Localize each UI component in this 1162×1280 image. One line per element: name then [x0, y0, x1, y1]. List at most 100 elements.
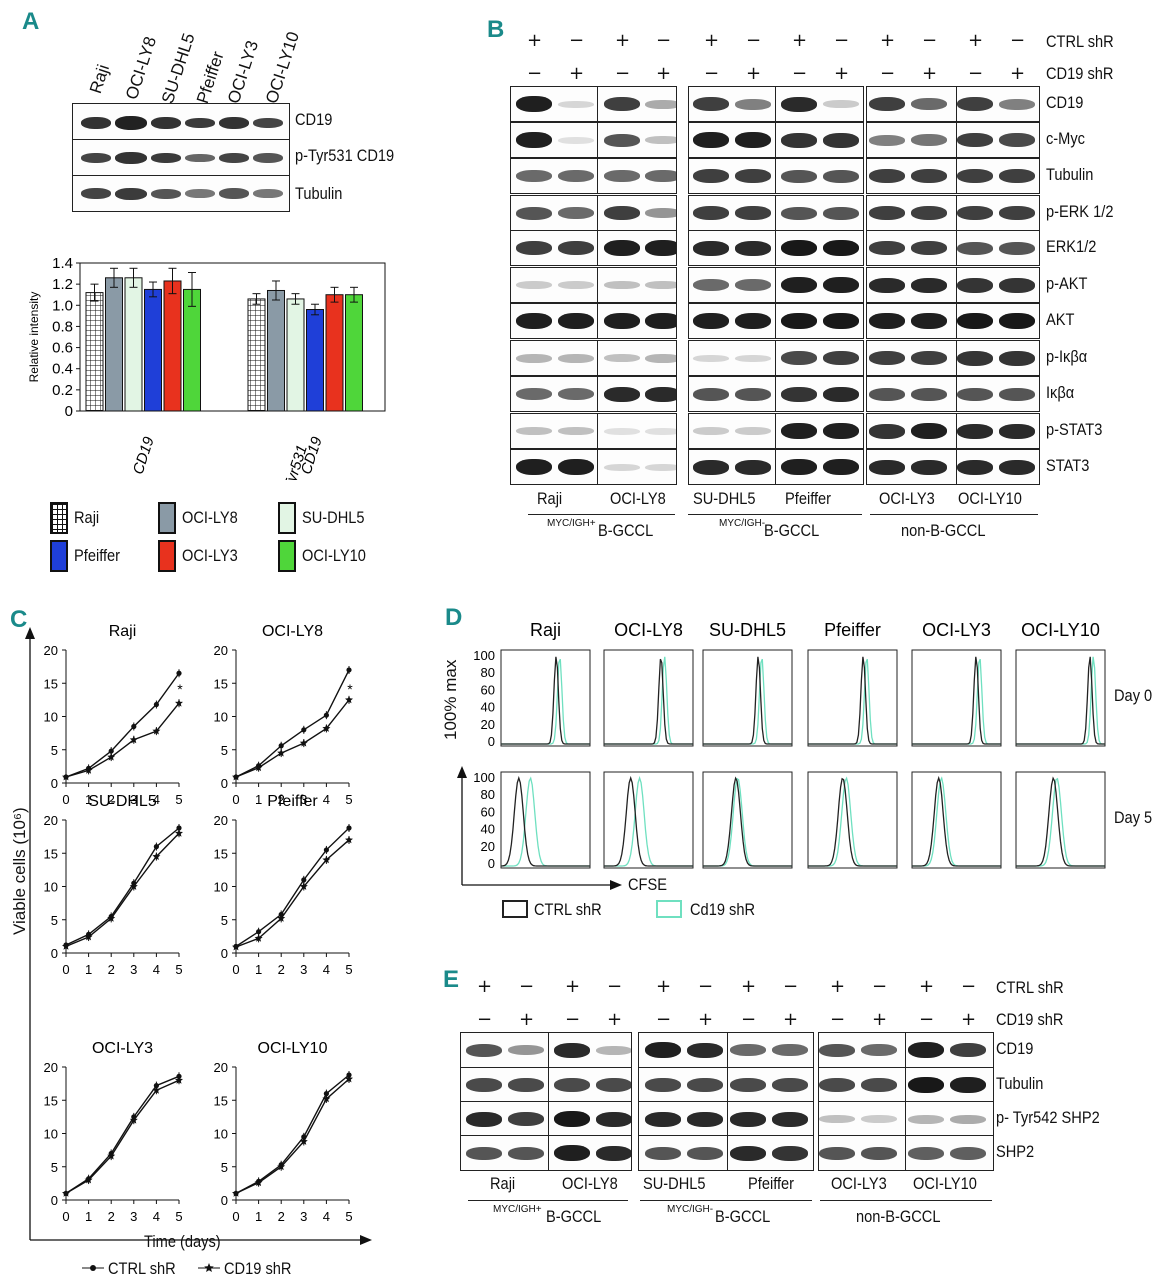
legend-label: OCI-LY10 [302, 546, 366, 565]
band [693, 97, 729, 111]
band [957, 387, 993, 401]
data-point [129, 735, 138, 744]
blot-cell [510, 158, 677, 194]
band [516, 132, 552, 148]
band [735, 279, 771, 291]
x-tick-label: 5 [345, 1209, 352, 1224]
band [781, 240, 817, 256]
cd19-sign: − [792, 63, 808, 84]
cd19-sign: − [704, 63, 720, 84]
legend-swatch-oci-ly8 [158, 502, 176, 534]
band [516, 96, 552, 112]
band [957, 459, 993, 475]
lane-label: OCI-LY3 [224, 38, 263, 106]
band [957, 277, 993, 293]
band [869, 459, 905, 475]
histogram-box [1015, 771, 1106, 869]
band [558, 281, 594, 289]
ctrl-sign: − [1010, 30, 1026, 51]
day0-label: Day 0 [1114, 686, 1153, 705]
cd19-shr-label: CD19 shR [996, 1010, 1064, 1029]
cd19-sign: + [872, 1009, 888, 1030]
x-tick-label: 5 [175, 962, 182, 977]
y-tick-label: 20 [481, 717, 495, 732]
lane-label: SU-DHL5 [158, 30, 199, 106]
blot-cell [510, 340, 677, 376]
group-label: non-B-GCCL [856, 1207, 941, 1226]
panel-d-xlabel: CFSE [628, 875, 667, 894]
x-tick-label: 0 [62, 792, 69, 807]
band [558, 136, 594, 144]
band [772, 1078, 808, 1092]
band [645, 463, 676, 471]
band [466, 1146, 502, 1160]
data-point [84, 932, 93, 941]
y-tick-label: 20 [214, 1060, 228, 1075]
group-label: CD19 [298, 434, 326, 476]
x-tick-label: 1 [85, 792, 92, 807]
y-tick-label: 10 [214, 1127, 228, 1142]
blot-cell [818, 1135, 994, 1171]
x-tick-label: 3 [300, 792, 307, 807]
group-label: B-GCCL [598, 521, 654, 540]
x-tick-label: 5 [345, 962, 352, 977]
band [999, 423, 1035, 439]
band [558, 427, 594, 435]
data-point [129, 882, 138, 890]
bar [247, 298, 266, 412]
blot-cell [510, 195, 677, 231]
group-sup: MYC/IGH+ [493, 1204, 542, 1215]
band [735, 98, 771, 110]
cd19-sign: + [746, 63, 762, 84]
band [911, 134, 947, 146]
x-tick-label: 2 [108, 792, 115, 807]
data-point [232, 772, 240, 781]
data-point [299, 738, 308, 747]
band [558, 207, 594, 219]
blot-cell [510, 230, 677, 266]
x-tick-label: 1 [85, 962, 92, 977]
band [735, 354, 771, 362]
ctrl-sign: − [746, 30, 762, 51]
x-tick-label: 5 [345, 792, 352, 807]
band [645, 1042, 681, 1058]
data-point [254, 763, 263, 772]
band [869, 387, 905, 401]
data-point [323, 847, 329, 853]
plot-title: SU-DHL5 [88, 793, 157, 810]
band [645, 136, 676, 144]
band [908, 1114, 944, 1124]
cd19-sign: − [615, 63, 631, 84]
band [781, 386, 817, 402]
x-tick-label: 2 [108, 1209, 115, 1224]
y-tick-label: 60 [481, 804, 495, 819]
blot-cell [688, 413, 864, 449]
band [730, 1078, 766, 1092]
y-axis-label: Relative intensity [27, 292, 41, 383]
x-tick-label: 2 [278, 792, 285, 807]
data-point [278, 743, 284, 749]
group-label: B-GCCL [546, 1207, 602, 1226]
histogram-trace [604, 775, 693, 867]
ctrl-sign: − [607, 976, 623, 997]
band [604, 170, 640, 182]
blot-cell [866, 267, 1040, 303]
row-label: Iκβα [1046, 383, 1075, 402]
ctrl-sign: − [569, 30, 585, 51]
data-point [323, 712, 329, 718]
series-line [65, 702, 180, 778]
y-tick-label: 0.2 [52, 382, 73, 399]
legend-label: SU-DHL5 [302, 508, 365, 527]
row-label: Tubulin [1046, 165, 1094, 184]
band [735, 427, 771, 435]
data-point [62, 1189, 70, 1197]
band [466, 1043, 502, 1057]
cell-line-title: OCI-LY8 [614, 620, 683, 640]
data-point [256, 929, 262, 935]
histogram-box [807, 771, 898, 869]
cell-label: OCI-LY8 [562, 1174, 618, 1193]
band [508, 1045, 544, 1055]
band [950, 1043, 986, 1057]
plot-title: OCI-LY3 [92, 1040, 153, 1057]
band [911, 241, 947, 255]
